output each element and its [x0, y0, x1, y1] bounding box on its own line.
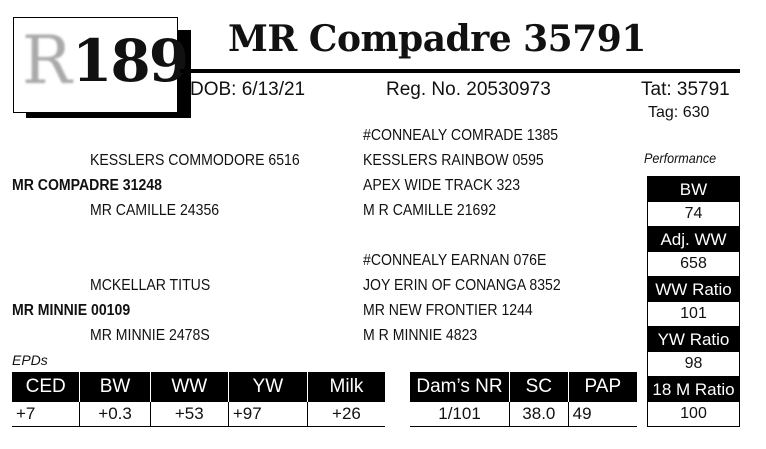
- perf-value-ww-ratio: 101: [648, 302, 739, 327]
- animal-name: MR Compadre 35791: [228, 18, 646, 60]
- epd-header-row: CED BW WW YW Milk: [12, 372, 385, 402]
- pedigree-dsd: JOY ERIN OF CONANGA 8352: [363, 277, 561, 294]
- epd-header-ced: CED: [12, 372, 80, 402]
- pedigree-ds: MCKELLAR TITUS: [90, 277, 211, 294]
- value-sc: 38.0: [509, 402, 569, 427]
- title-divider: [180, 69, 740, 73]
- performance-label: Performance: [644, 150, 717, 166]
- header-pap: PAP: [567, 372, 637, 402]
- epd-header-bw: BW: [79, 372, 151, 402]
- epd-value-bw: +0.3: [79, 402, 151, 427]
- pedigree-ddd: M R MINNIE 4823: [363, 327, 478, 344]
- pedigree-ssd: KESSLERS RAINBOW 0595: [363, 152, 544, 169]
- dam-stats-value-row: 1/101 38.0 49: [410, 402, 637, 427]
- perf-header-bw: BW: [648, 177, 739, 202]
- dam-stats-table: Dam’s NR SC PAP 1/101 38.0 49: [410, 372, 637, 427]
- epd-header-yw: YW: [227, 372, 308, 402]
- registration-number: Reg. No. 20530973: [386, 79, 551, 100]
- epd-value-row: +7 +0.3 +53 +97 +26: [12, 402, 385, 427]
- tattoo: Tat: 35791: [641, 79, 730, 100]
- pedigree-sss: #CONNEALY COMRADE 1385: [363, 127, 559, 144]
- pedigree-dss: #CONNEALY EARNAN 076E: [363, 252, 547, 269]
- perf-header-yw-ratio: YW Ratio: [648, 327, 739, 352]
- epd-value-yw: +97: [227, 402, 308, 427]
- pedigree-sd: MR CAMILLE 24356: [90, 202, 220, 219]
- perf-header-adj-ww: Adj. WW: [648, 227, 739, 252]
- dob: DOB: 6/13/21: [190, 79, 306, 100]
- pedigree-dam: MR MINNIE 00109: [12, 302, 131, 319]
- pedigree-sds: APEX WIDE TRACK 323: [363, 177, 521, 194]
- value-dams-nr: 1/101: [410, 402, 510, 427]
- header-dams-nr: Dam’s NR: [410, 372, 510, 402]
- pedigree-sdd: M R CAMILLE 21692: [363, 202, 497, 219]
- epd-value-ww: +53: [149, 402, 229, 427]
- dam-stats-header-row: Dam’s NR SC PAP: [410, 372, 637, 402]
- pedigree-ss: KESSLERS COMMODORE 6516: [90, 152, 300, 169]
- epd-table: CED BW WW YW Milk +7 +0.3 +53 +97 +26: [12, 372, 385, 427]
- perf-header-ww-ratio: WW Ratio: [648, 277, 739, 302]
- lot-logo-box: R 189: [13, 17, 189, 113]
- epd-value-ced: +7: [12, 402, 80, 427]
- perf-value-bw: 74: [648, 202, 739, 227]
- header-sc: SC: [509, 372, 569, 402]
- ranch-r-logo-icon: R: [22, 22, 72, 99]
- perf-value-yw-ratio: 98: [648, 352, 739, 377]
- epd-header-milk: Milk: [306, 372, 385, 402]
- perf-value-18m-ratio: 100: [680, 405, 707, 422]
- value-pap: 49: [567, 402, 637, 427]
- perf-header-18m-ratio: 18 M Ratio: [648, 377, 739, 402]
- pedigree-dd: MR MINNIE 2478S: [90, 327, 210, 344]
- epds-label: EPDs: [12, 352, 48, 368]
- tag: Tag: 630: [648, 104, 710, 121]
- lot-number: 189: [72, 27, 189, 95]
- performance-table: BW 74 Adj. WW 658 WW Ratio 101 YW Ratio …: [647, 176, 740, 427]
- epd-header-ww: WW: [149, 372, 229, 402]
- pedigree-dds: MR NEW FRONTIER 1244: [363, 302, 533, 319]
- epd-value-milk: +26: [306, 402, 385, 427]
- pedigree-sire: MR COMPADRE 31248: [12, 177, 162, 194]
- perf-value-adj-ww: 658: [648, 252, 739, 277]
